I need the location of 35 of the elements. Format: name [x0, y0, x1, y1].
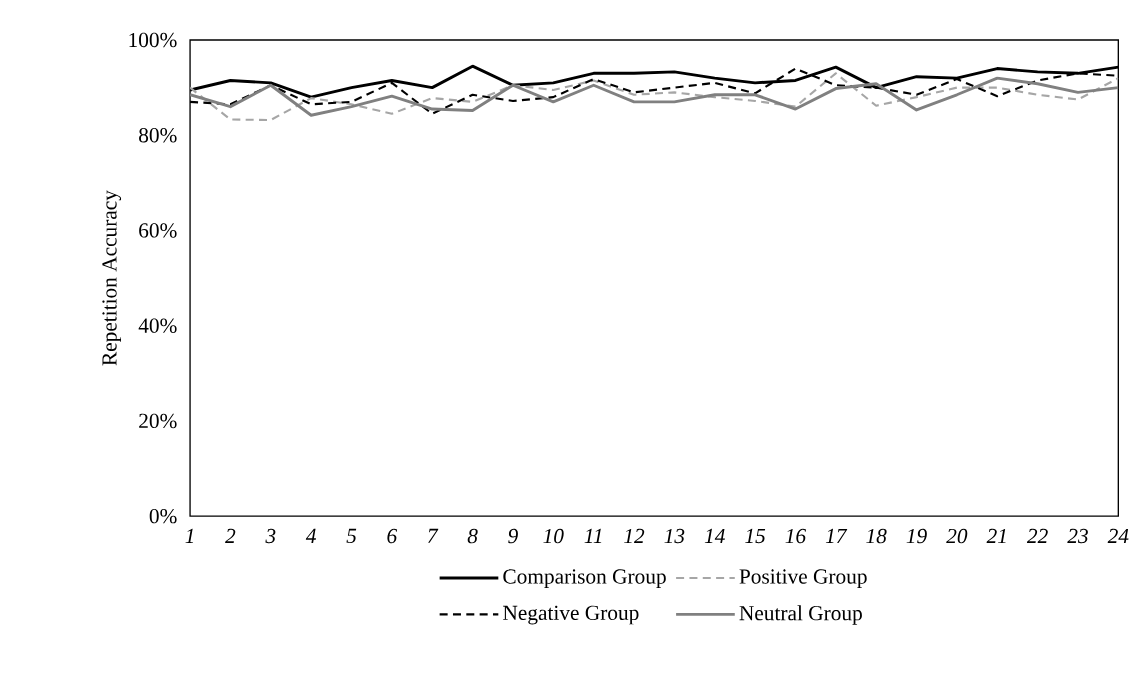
y-tick-label: 20%	[139, 413, 177, 429]
y-tick-label: 60%	[139, 223, 177, 238]
x-tick-label: 9	[508, 528, 518, 544]
x-tick-label: 16	[785, 528, 807, 544]
legend-label: Positive Group	[739, 569, 867, 588]
y-tick-label: 80%	[139, 127, 177, 143]
x-tick-label: 17	[825, 528, 848, 543]
legend-label: Neutral Group	[739, 605, 862, 625]
x-tick-label: 2	[225, 528, 236, 543]
x-tick-label: 12	[624, 528, 645, 543]
x-tick-label: 22	[1026, 528, 1048, 543]
x-tick-label: 11	[584, 528, 602, 543]
x-tick-label: 19	[906, 528, 927, 544]
x-tick-label: 8	[467, 528, 478, 544]
legend-label: Comparison Group	[503, 569, 666, 588]
x-tick-label: 20	[946, 528, 968, 544]
x-tick-label: 5	[346, 528, 357, 543]
x-tick-label: 18	[866, 528, 887, 544]
y-tick-label: 40%	[138, 318, 177, 333]
x-tick-label: 21	[986, 528, 1006, 543]
x-tick-label: 24	[1107, 528, 1129, 543]
x-tick-label: 3	[265, 528, 276, 544]
y-axis-title: Repetition Accuracy	[102, 190, 122, 366]
x-tick-label: 23	[1067, 528, 1088, 544]
x-tick-label: 4	[305, 528, 316, 543]
x-tick-label: 1	[185, 528, 194, 543]
x-tick-label: 10	[543, 528, 564, 544]
y-tick-label: 0%	[149, 508, 177, 524]
x-tick-label: 7	[428, 528, 439, 543]
x-tick-label: 14	[704, 528, 725, 543]
x-tick-label: 13	[664, 528, 685, 544]
x-tick-label: 6	[387, 528, 398, 544]
legend-label: Negative Group	[503, 605, 639, 625]
y-tick-label: 100%	[129, 32, 177, 48]
x-tick-label: 15	[745, 528, 766, 544]
